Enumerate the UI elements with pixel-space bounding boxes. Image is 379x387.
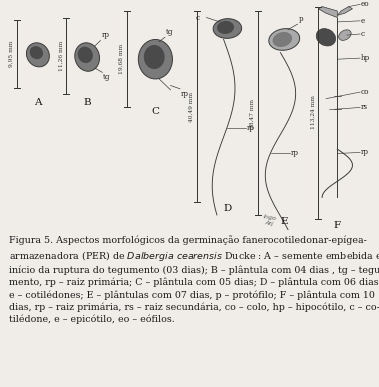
Text: tg: tg — [103, 74, 111, 82]
Ellipse shape — [273, 32, 292, 47]
Text: D: D — [223, 204, 232, 212]
Text: p: p — [299, 15, 303, 23]
Ellipse shape — [138, 39, 172, 79]
Text: B: B — [83, 98, 91, 107]
Text: eo: eo — [361, 0, 370, 9]
Text: c: c — [195, 14, 199, 22]
Text: Figura 5. Aspectos morfológicos da germinação fanerocotiledonar-epígea-
armazena: Figura 5. Aspectos morfológicos da germi… — [9, 235, 379, 324]
Text: 40,49 mm: 40,49 mm — [189, 92, 194, 122]
Text: e: e — [361, 17, 365, 25]
Ellipse shape — [75, 43, 100, 71]
Text: 11,26 mm: 11,26 mm — [58, 41, 63, 71]
Text: F: F — [334, 221, 341, 230]
Ellipse shape — [339, 30, 351, 40]
Text: rp: rp — [102, 31, 110, 39]
Text: rp: rp — [361, 148, 369, 156]
Text: rp: rp — [181, 90, 189, 98]
Text: E: E — [280, 217, 288, 226]
Text: Ingo
Arj: Ingo Arj — [262, 214, 277, 227]
Ellipse shape — [213, 19, 242, 38]
Ellipse shape — [78, 46, 93, 63]
Text: 9,95 mm: 9,95 mm — [9, 41, 14, 67]
Text: rp: rp — [246, 124, 254, 132]
Ellipse shape — [27, 43, 49, 67]
Text: 68,47 mm: 68,47 mm — [249, 99, 255, 129]
Text: 19,68 mm: 19,68 mm — [119, 44, 124, 74]
Text: hp: hp — [361, 54, 370, 62]
Text: co: co — [361, 88, 369, 96]
Ellipse shape — [217, 21, 234, 34]
Text: tg: tg — [166, 28, 174, 36]
Text: c: c — [361, 30, 365, 38]
Text: rp: rp — [290, 149, 298, 156]
Polygon shape — [318, 7, 337, 17]
Ellipse shape — [269, 29, 300, 50]
Text: 113,24 mm: 113,24 mm — [310, 95, 315, 129]
Polygon shape — [337, 7, 352, 15]
Text: C: C — [151, 107, 160, 116]
Ellipse shape — [144, 45, 164, 69]
Text: A: A — [34, 98, 42, 107]
Ellipse shape — [316, 29, 336, 46]
Ellipse shape — [30, 46, 43, 59]
Text: rs: rs — [361, 103, 368, 111]
